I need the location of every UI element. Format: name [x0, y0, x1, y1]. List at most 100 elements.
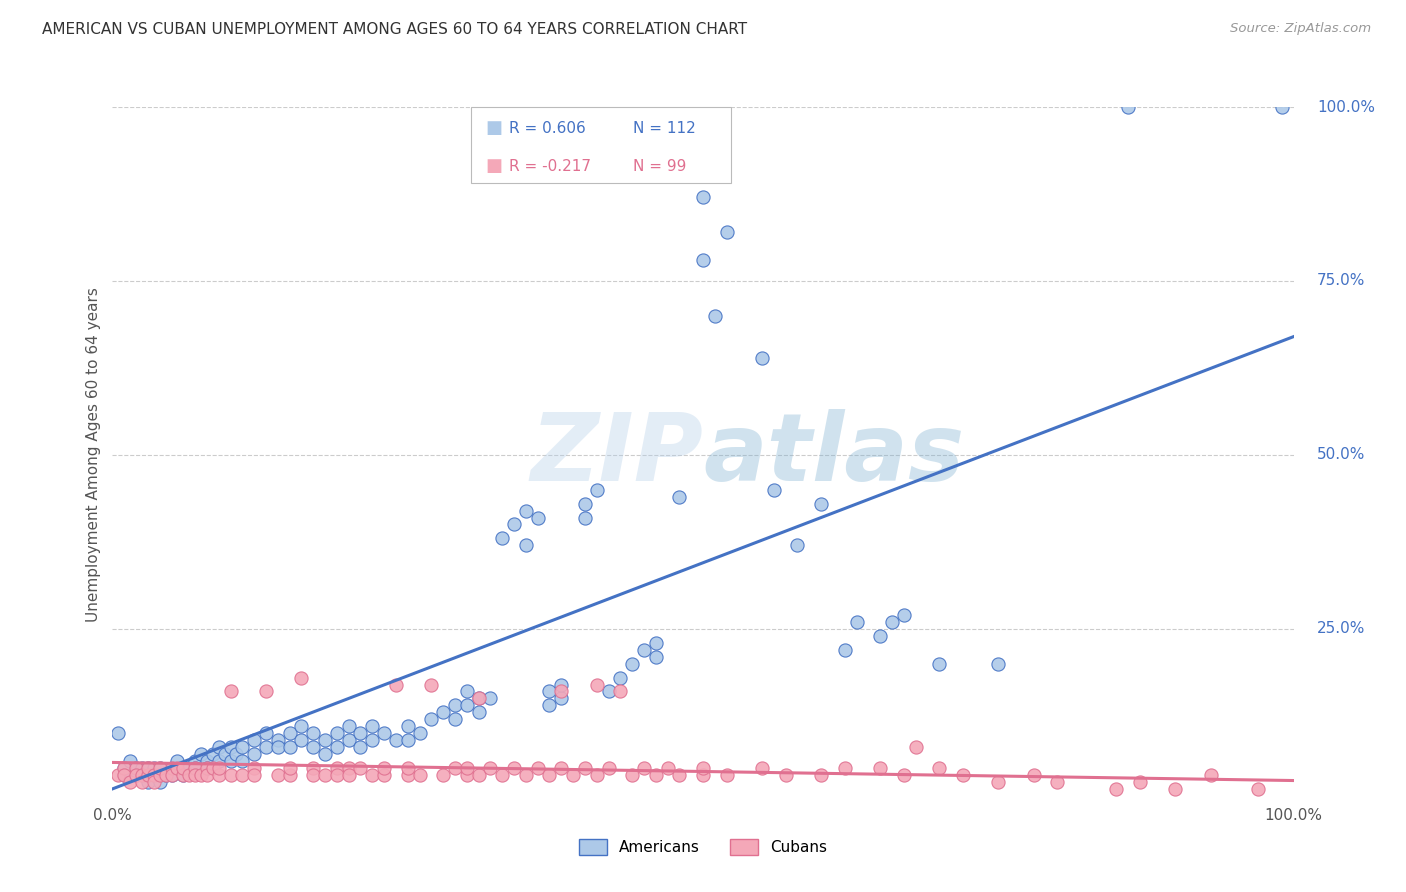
Point [172, 768, 194, 782]
Point [195, 768, 218, 782]
Point [219, 768, 242, 782]
Point [503, 517, 526, 532]
Point [190, 747, 212, 761]
Point [314, 733, 336, 747]
Point [149, 761, 172, 775]
Point [396, 768, 419, 782]
Point [396, 733, 419, 747]
Point [155, 768, 177, 782]
Point [326, 740, 349, 755]
Point [136, 761, 159, 775]
Point [112, 761, 135, 775]
Point [120, 754, 142, 768]
Point [314, 768, 336, 782]
Point [869, 761, 891, 775]
Point [184, 761, 207, 775]
Point [195, 754, 218, 768]
Point [172, 761, 194, 775]
Point [302, 740, 325, 755]
Point [131, 768, 153, 782]
Point [112, 761, 135, 775]
Point [131, 768, 153, 782]
Point [396, 761, 419, 775]
Point [120, 775, 142, 789]
Point [550, 691, 572, 706]
Point [125, 761, 148, 775]
Point [107, 768, 129, 782]
Point [550, 684, 572, 698]
Point [515, 538, 537, 552]
Point [201, 747, 224, 761]
Point [302, 768, 325, 782]
Point [585, 677, 607, 691]
Point [149, 768, 172, 782]
Point [278, 726, 301, 740]
Point [456, 768, 478, 782]
Point [585, 483, 607, 497]
Point [208, 761, 231, 775]
Point [349, 761, 371, 775]
Text: R = 0.606: R = 0.606 [509, 120, 586, 136]
Point [467, 768, 489, 782]
Point [1247, 781, 1270, 796]
Point [184, 761, 207, 775]
Point [290, 719, 312, 733]
Point [574, 761, 596, 775]
Text: ZIP: ZIP [530, 409, 703, 501]
Point [149, 761, 172, 775]
Point [703, 309, 725, 323]
Point [1164, 781, 1187, 796]
Point [1116, 100, 1139, 114]
Point [243, 733, 266, 747]
Point [385, 733, 408, 747]
Point [136, 775, 159, 789]
Point [219, 740, 242, 755]
Point [179, 761, 201, 775]
Y-axis label: Unemployment Among Ages 60 to 64 years: Unemployment Among Ages 60 to 64 years [86, 287, 101, 623]
Point [987, 657, 1010, 671]
Point [302, 761, 325, 775]
Point [880, 615, 903, 629]
Point [467, 691, 489, 706]
Text: ■: ■ [485, 120, 502, 137]
Point [267, 768, 290, 782]
Point [278, 740, 301, 755]
Point [131, 761, 153, 775]
Point [550, 761, 572, 775]
Point [456, 698, 478, 713]
Text: 50.0%: 50.0% [1317, 448, 1365, 462]
Point [278, 768, 301, 782]
Point [136, 768, 159, 782]
Point [361, 719, 384, 733]
Point [184, 754, 207, 768]
Point [810, 497, 832, 511]
Point [1199, 768, 1222, 782]
Point [834, 761, 856, 775]
Point [112, 768, 135, 782]
Point [845, 615, 868, 629]
Point [337, 768, 360, 782]
Point [314, 747, 336, 761]
Point [107, 726, 129, 740]
Point [243, 761, 266, 775]
Point [125, 761, 148, 775]
Text: 100.0%: 100.0% [1317, 100, 1375, 114]
Point [179, 768, 201, 782]
Point [361, 768, 384, 782]
Point [361, 733, 384, 747]
Point [337, 719, 360, 733]
Point [491, 768, 513, 782]
Point [444, 698, 467, 713]
Text: atlas: atlas [703, 409, 965, 501]
Point [136, 761, 159, 775]
Point [172, 761, 194, 775]
Point [550, 677, 572, 691]
Point [515, 768, 537, 782]
Point [195, 761, 218, 775]
Point [538, 768, 561, 782]
Text: Source: ZipAtlas.com: Source: ZipAtlas.com [1230, 22, 1371, 36]
Point [893, 768, 915, 782]
Point [420, 677, 443, 691]
Point [396, 719, 419, 733]
Legend: Americans, Cubans: Americans, Cubans [574, 833, 832, 862]
